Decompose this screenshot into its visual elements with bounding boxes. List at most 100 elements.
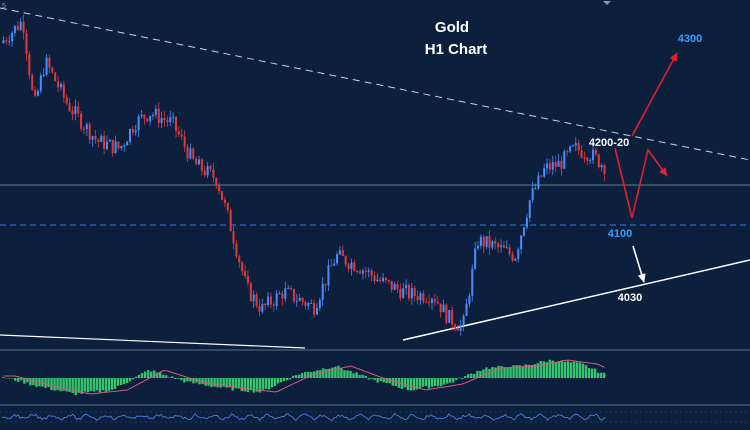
candle-body bbox=[560, 160, 563, 169]
macd-histogram-bar bbox=[186, 378, 189, 382]
macd-histogram-bar bbox=[524, 364, 527, 378]
macd-histogram-bar bbox=[458, 377, 461, 379]
candle-body bbox=[523, 227, 526, 236]
macd-histogram-bar bbox=[86, 378, 89, 393]
candle-body bbox=[34, 89, 37, 96]
label-target-4300: 4300 bbox=[678, 33, 702, 45]
macd-histogram-bar bbox=[104, 378, 108, 393]
macd-histogram-bar bbox=[319, 370, 322, 378]
macd-histogram-bar bbox=[156, 372, 159, 378]
macd-histogram-bar bbox=[536, 363, 539, 378]
macd-histogram-bar bbox=[563, 361, 567, 378]
candle-body bbox=[85, 124, 88, 130]
macd-histogram-bar bbox=[476, 370, 479, 378]
candle-body bbox=[218, 185, 221, 192]
candle-body bbox=[442, 304, 445, 313]
macd-histogram-bar bbox=[122, 378, 126, 385]
macd-histogram-bar bbox=[578, 362, 582, 378]
macd-histogram-bar bbox=[8, 377, 11, 379]
macd-histogram-bar bbox=[503, 367, 506, 378]
macd-histogram-bar bbox=[255, 378, 259, 392]
macd-histogram-bar bbox=[2, 377, 5, 378]
candle-body bbox=[324, 283, 327, 286]
candle-body bbox=[364, 270, 367, 272]
macd-histogram-bar bbox=[110, 378, 114, 390]
candle-body bbox=[399, 288, 402, 299]
macd-histogram-bar bbox=[518, 365, 521, 378]
macd-histogram-bar bbox=[291, 375, 295, 378]
macd-histogram-bar bbox=[267, 378, 271, 390]
candle-body bbox=[451, 310, 454, 325]
candle-body bbox=[359, 271, 362, 274]
macd-histogram-bar bbox=[32, 378, 35, 386]
candle-body bbox=[25, 32, 28, 55]
macd-histogram-bar bbox=[56, 378, 59, 391]
candle-body bbox=[517, 249, 520, 259]
macd-histogram-bar bbox=[113, 378, 117, 389]
candle-body bbox=[111, 139, 114, 153]
candle-body bbox=[198, 159, 201, 165]
candle-body bbox=[235, 243, 238, 257]
candle-body bbox=[209, 166, 212, 170]
candle-body bbox=[160, 118, 163, 123]
candle-body bbox=[361, 270, 364, 274]
macd-histogram-bar bbox=[125, 378, 129, 383]
macd-histogram-bar bbox=[461, 378, 464, 379]
candle-body bbox=[370, 270, 373, 276]
candle-body bbox=[505, 247, 508, 249]
macd-histogram-bar bbox=[373, 378, 376, 380]
candle-body bbox=[8, 41, 11, 43]
candle-body bbox=[252, 294, 255, 302]
macd-histogram-bar bbox=[153, 370, 156, 378]
macd-histogram-bar bbox=[192, 378, 195, 384]
macd-histogram-bar bbox=[587, 368, 591, 378]
oscillator-line bbox=[1, 412, 607, 421]
macd-histogram-bar bbox=[29, 378, 32, 386]
candle-body bbox=[232, 231, 235, 244]
macd-histogram-bar bbox=[527, 364, 530, 378]
macd-histogram-bar bbox=[177, 378, 180, 379]
candles bbox=[2, 15, 606, 336]
macd-histogram-bar bbox=[140, 373, 144, 378]
macd-histogram-bar bbox=[569, 362, 573, 378]
candle-body bbox=[445, 304, 448, 323]
descending-resistance-trendline bbox=[0, 7, 750, 161]
candle-body bbox=[569, 146, 572, 152]
macd-histogram-bar bbox=[237, 378, 240, 389]
candle-body bbox=[22, 21, 25, 33]
macd-histogram-bar bbox=[406, 378, 410, 391]
label-support-4100: 4100 bbox=[608, 228, 632, 240]
macd-histogram-bar bbox=[554, 361, 558, 378]
macd-histogram-bar bbox=[77, 378, 80, 393]
candle-body bbox=[123, 145, 126, 147]
macd-histogram-bar bbox=[602, 372, 606, 378]
candle-body bbox=[261, 303, 264, 312]
macd-histogram-bar bbox=[545, 362, 549, 378]
candle-body bbox=[341, 250, 344, 256]
macd-histogram-bar bbox=[325, 369, 328, 378]
macd-histogram-bar bbox=[279, 378, 283, 383]
candle-body bbox=[48, 57, 51, 68]
macd-histogram-bar bbox=[174, 378, 177, 379]
candle-body bbox=[488, 236, 491, 248]
macd-histogram-bar bbox=[512, 365, 515, 378]
macd-histogram-bar bbox=[488, 368, 491, 378]
candle-body bbox=[137, 116, 140, 131]
candle-body bbox=[494, 241, 497, 244]
macd-histogram-bar bbox=[436, 378, 440, 387]
candle-body bbox=[68, 103, 71, 112]
candle-body bbox=[31, 75, 34, 90]
candle-body bbox=[500, 245, 503, 248]
candle-body bbox=[448, 310, 451, 323]
macd-histogram-bar bbox=[131, 378, 135, 380]
candle-body bbox=[548, 163, 551, 170]
macd-histogram-bar bbox=[276, 378, 280, 384]
macd-histogram-bar bbox=[228, 378, 231, 388]
candle-body bbox=[180, 134, 183, 137]
candle-body bbox=[28, 54, 31, 76]
candle-body bbox=[71, 111, 74, 115]
macd-histogram-bar bbox=[5, 377, 8, 379]
macd-histogram-bar bbox=[482, 369, 485, 378]
candle-body bbox=[422, 293, 425, 302]
